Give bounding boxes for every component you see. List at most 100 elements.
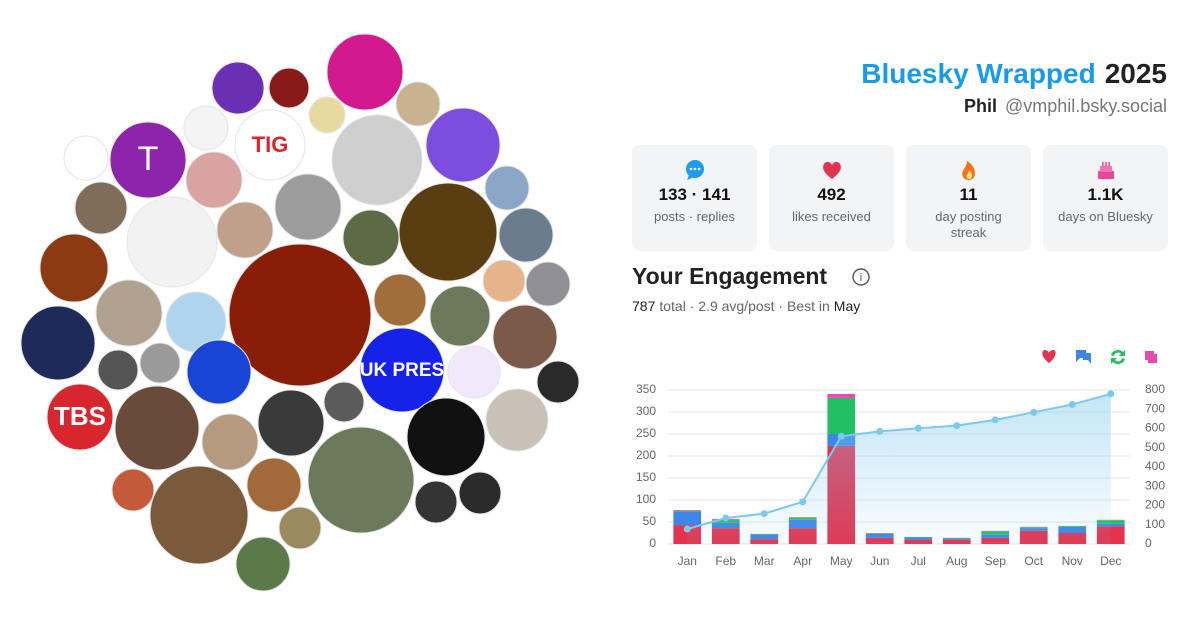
avatar (425, 107, 501, 183)
stat-value: 1.1K (1087, 185, 1124, 204)
stat-label: day posting streak (935, 209, 1002, 240)
avatar (373, 273, 427, 327)
bar-segment (673, 511, 702, 526)
info-glyph: i (860, 272, 862, 284)
avatar (201, 413, 259, 471)
avatar (111, 468, 155, 512)
title-text: Bluesky Wrapped (861, 58, 1095, 89)
info-icon[interactable] (852, 268, 870, 286)
title: Bluesky Wrapped 2025 (861, 58, 1167, 89)
legend-toggle[interactable] (1042, 350, 1056, 363)
avatar (235, 536, 291, 592)
x-tick-label: Mar (754, 554, 775, 568)
avatar (63, 135, 109, 181)
y-tick-label: 200 (636, 448, 656, 462)
avatar (278, 506, 322, 550)
avatar (414, 480, 458, 524)
stat-card: 492 likes received (769, 145, 894, 251)
y-tick-label: 150 (636, 470, 656, 484)
avatar (234, 109, 306, 181)
y-tick-label: 350 (636, 382, 656, 396)
avatar (246, 457, 302, 513)
avatar (307, 426, 415, 534)
avatar (185, 151, 243, 209)
x-tick-label: Jan (678, 554, 697, 568)
bar-segment (827, 397, 856, 434)
line-point (760, 510, 768, 518)
summary-text: total · 2.9 avg/post · Best in (659, 298, 829, 314)
line-point (1107, 390, 1115, 398)
user-name: Phil (964, 96, 997, 116)
legend-toggle[interactable] (1111, 350, 1125, 364)
icon (961, 161, 975, 180)
x-tick-label: Aug (946, 554, 967, 568)
line-point (953, 422, 961, 430)
x-tick-label: Nov (1062, 554, 1083, 568)
legend-toggle[interactable] (1076, 350, 1091, 364)
x-tick-label: May (830, 554, 853, 568)
y2-tick-label: 100 (1145, 517, 1165, 531)
stat-card: 133 · 141 posts · replies (632, 145, 757, 251)
avatar (536, 360, 580, 404)
avatar (228, 243, 372, 387)
legend-toggle[interactable] (1145, 351, 1157, 363)
avatar (359, 327, 445, 413)
y2-tick-label: 700 (1145, 401, 1165, 415)
avatar (485, 388, 549, 452)
avatar (183, 105, 229, 151)
avatar (97, 349, 139, 391)
y-tick-label: 0 (649, 536, 656, 550)
avatar (447, 345, 501, 399)
line-point (876, 427, 884, 435)
y-tick-label: 300 (636, 404, 656, 418)
y-tick-label: 100 (636, 492, 656, 506)
avatar-text: T (138, 140, 159, 178)
y2-tick-label: 500 (1145, 440, 1165, 454)
icon (822, 161, 841, 179)
line-point (914, 424, 922, 432)
avatar (211, 61, 265, 115)
x-tick-label: Apr (793, 554, 812, 568)
avatar (216, 201, 274, 259)
avatar (525, 261, 571, 307)
y2-tick-label: 300 (1145, 478, 1165, 492)
avatar (186, 339, 252, 405)
avatar (95, 279, 163, 347)
avatar-text: TIG (252, 132, 289, 157)
bar-segment (827, 393, 856, 398)
avatar (74, 181, 128, 235)
line (686, 392, 1112, 530)
avatar (46, 383, 114, 451)
icon (685, 160, 704, 180)
line-point (683, 525, 691, 533)
avatar (308, 96, 346, 134)
avatar (20, 305, 96, 381)
stat-label: posts · replies (654, 209, 735, 224)
x-tick-label: Oct (1024, 554, 1043, 568)
total: 787 (632, 298, 656, 314)
stat-value: 133 · 141 (658, 185, 731, 204)
avatar (484, 165, 530, 211)
avatar (458, 471, 502, 515)
stat-value: 11 (959, 185, 978, 204)
avatar (331, 114, 423, 206)
avatar (406, 397, 486, 477)
avatar (492, 304, 558, 370)
stat-card: 11 day posting streak (906, 145, 1031, 251)
avatar (398, 182, 498, 282)
avatar (498, 207, 554, 263)
avatar (274, 173, 342, 241)
subtitle: Phil @vmphil.bsky.social (964, 96, 1167, 116)
avatar (342, 209, 400, 267)
x-tick-label: Feb (715, 554, 736, 568)
x-tick-label: Dec (1100, 554, 1121, 568)
best-month: May (834, 298, 860, 314)
bar-segment (673, 511, 702, 512)
area (687, 393, 1111, 544)
stat-value: 492 (817, 185, 846, 204)
avatar-text: TBS (54, 401, 106, 431)
line-point (799, 498, 807, 506)
x-tick-label: Jul (911, 554, 926, 568)
section-heading: Your Engagement (632, 263, 827, 289)
y2-tick-label: 200 (1145, 498, 1165, 512)
